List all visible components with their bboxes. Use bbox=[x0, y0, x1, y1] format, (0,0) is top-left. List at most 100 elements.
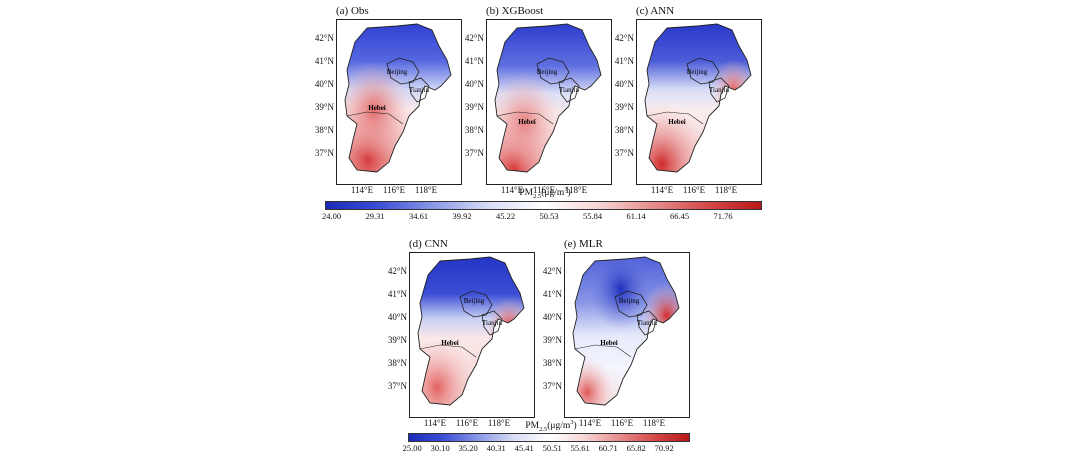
map-frame: Beijing Tianjin Hebei bbox=[636, 19, 762, 185]
colorbar-bottom-title: PM2.5(μg/m3) bbox=[525, 419, 577, 434]
colorbar-tick-label: 29.31 bbox=[365, 211, 385, 221]
map-frame: Beijing Tianjin Hebei bbox=[409, 252, 535, 418]
lat-label: 39°N bbox=[314, 102, 334, 112]
colorbar-tick-label: 25.00 bbox=[402, 443, 422, 453]
panel-title: (a) Obs bbox=[336, 5, 369, 17]
label-hebei: Hebei bbox=[518, 118, 536, 126]
lat-label: 39°N bbox=[387, 335, 407, 345]
colorbar-tick-label: 35.20 bbox=[458, 443, 478, 453]
lat-label: 39°N bbox=[614, 102, 634, 112]
colorbar-tick-label: 50.53 bbox=[539, 211, 559, 221]
lat-label: 39°N bbox=[542, 335, 562, 345]
lat-label: 42°N bbox=[464, 33, 484, 43]
colorbar-top-title: PM2.5(μg/m3) bbox=[519, 186, 571, 201]
label-hebei: Hebei bbox=[368, 104, 386, 112]
colorbar-tick-label: 55.61 bbox=[570, 443, 590, 453]
lon-label: 114°E bbox=[350, 185, 374, 195]
lat-label: 37°N bbox=[387, 381, 407, 391]
label-hebei: Hebei bbox=[441, 339, 459, 347]
lon-label: 116°E bbox=[682, 185, 706, 195]
colorbar-top bbox=[325, 201, 762, 210]
colorbar-tick-label: 55.84 bbox=[582, 211, 603, 221]
lon-label: 116°E bbox=[610, 418, 634, 428]
map-frame: Beijing Tianjin Hebei bbox=[486, 19, 612, 185]
colorbar-tick-label: 40.31 bbox=[486, 443, 506, 453]
lat-label: 42°N bbox=[387, 266, 407, 276]
lon-label: 114°E bbox=[650, 185, 674, 195]
lon-label: 114°E bbox=[500, 185, 524, 195]
panel-mlr: (e) MLR Beijing Tianjin Hebei bbox=[528, 238, 693, 433]
colorbar-tick-label: 61.14 bbox=[626, 211, 646, 221]
lat-label: 40°N bbox=[314, 79, 334, 89]
lat-label: 37°N bbox=[614, 148, 634, 158]
panel-title: (e) MLR bbox=[564, 238, 603, 250]
lat-label: 40°N bbox=[464, 79, 484, 89]
label-tianjin: Tianjin bbox=[637, 319, 657, 327]
label-tianjin: Tianjin bbox=[559, 86, 579, 94]
lon-label: 118°E bbox=[642, 418, 666, 428]
panel-title: (d) CNN bbox=[409, 238, 448, 250]
lat-label: 37°N bbox=[464, 148, 484, 158]
lat-label: 42°N bbox=[314, 33, 334, 43]
lon-label: 114°E bbox=[578, 418, 602, 428]
colorbar-tick-label: 50.51 bbox=[542, 443, 562, 453]
lat-label: 37°N bbox=[314, 148, 334, 158]
colorbar-tick-label: 30.10 bbox=[430, 443, 450, 453]
lon-label: 114°E bbox=[423, 418, 447, 428]
lat-label: 40°N bbox=[614, 79, 634, 89]
lat-label: 42°N bbox=[614, 33, 634, 43]
map-mlr: Beijing Tianjin Hebei bbox=[572, 256, 680, 406]
label-tianjin: Tianjin bbox=[482, 319, 502, 327]
lon-label: 116°E bbox=[455, 418, 479, 428]
map-obs: Beijing Tianjin Hebei bbox=[344, 23, 452, 173]
panel-obs: (a) Obs Beijing Tianjin Hebei 42°N 41°N … bbox=[300, 5, 465, 200]
colorbar-tick-label: 45.22 bbox=[495, 211, 516, 221]
colorbar-tick-label: 60.71 bbox=[598, 443, 618, 453]
colorbar-tick-label: 66.45 bbox=[669, 211, 690, 221]
lat-label: 41°N bbox=[542, 289, 562, 299]
label-tianjin: Tianjin bbox=[709, 86, 729, 94]
lon-label: 116°E bbox=[532, 185, 556, 195]
panel-title: (c) ANN bbox=[636, 5, 675, 17]
lat-label: 42°N bbox=[542, 266, 562, 276]
map-frame: Beijing Tianjin Hebei bbox=[336, 19, 462, 185]
lat-label: 40°N bbox=[387, 312, 407, 322]
label-beijing: Beijing bbox=[387, 68, 408, 76]
colorbar-bottom bbox=[408, 433, 690, 442]
lat-label: 38°N bbox=[464, 125, 484, 135]
map-cnn: Beijing Tianjin Hebei bbox=[417, 256, 525, 406]
panel-cnn: (d) CNN Beijing Tianjin Hebei 42°N 41°N … bbox=[373, 238, 538, 433]
map-ann: Beijing Tianjin Hebei bbox=[644, 23, 752, 173]
colorbar-tick-label: 34.61 bbox=[408, 211, 429, 221]
label-beijing: Beijing bbox=[619, 297, 640, 305]
lat-label: 41°N bbox=[387, 289, 407, 299]
label-hebei: Hebei bbox=[600, 339, 618, 347]
lat-label: 41°N bbox=[614, 56, 634, 66]
lon-label: 116°E bbox=[382, 185, 406, 195]
lat-label: 37°N bbox=[542, 381, 562, 391]
lat-label: 39°N bbox=[464, 102, 484, 112]
colorbar-tick-label: 45.41 bbox=[514, 443, 534, 453]
lat-label: 38°N bbox=[614, 125, 634, 135]
lon-label: 118°E bbox=[487, 418, 511, 428]
lat-label: 38°N bbox=[314, 125, 334, 135]
colorbar-tick-label: 24.00 bbox=[321, 211, 342, 221]
label-tianjin: Tianjin bbox=[409, 86, 429, 94]
label-hebei: Hebei bbox=[668, 118, 686, 126]
colorbar-tick-label: 39.92 bbox=[452, 211, 472, 221]
panel-ann: (c) ANN Beijing Tianjin Hebei 42°N 41°N … bbox=[600, 5, 765, 200]
lat-label: 40°N bbox=[542, 312, 562, 322]
lon-label: 118°E bbox=[714, 185, 738, 195]
lat-label: 41°N bbox=[314, 56, 334, 66]
colorbar-tick-label: 70.92 bbox=[654, 443, 674, 453]
lon-label: 118°E bbox=[414, 185, 438, 195]
lat-label: 41°N bbox=[464, 56, 484, 66]
label-beijing: Beijing bbox=[537, 68, 558, 76]
panel-xgboost: (b) XGBoost Beijing Tianjin Hebei 42°N 4… bbox=[450, 5, 615, 200]
map-frame: Beijing Tianjin Hebei bbox=[564, 252, 690, 418]
map-xgboost: Beijing Tianjin Hebei bbox=[494, 23, 602, 173]
lat-label: 38°N bbox=[542, 358, 562, 368]
panel-title: (b) XGBoost bbox=[486, 5, 544, 17]
lat-label: 38°N bbox=[387, 358, 407, 368]
lon-label: 118°E bbox=[564, 185, 588, 195]
